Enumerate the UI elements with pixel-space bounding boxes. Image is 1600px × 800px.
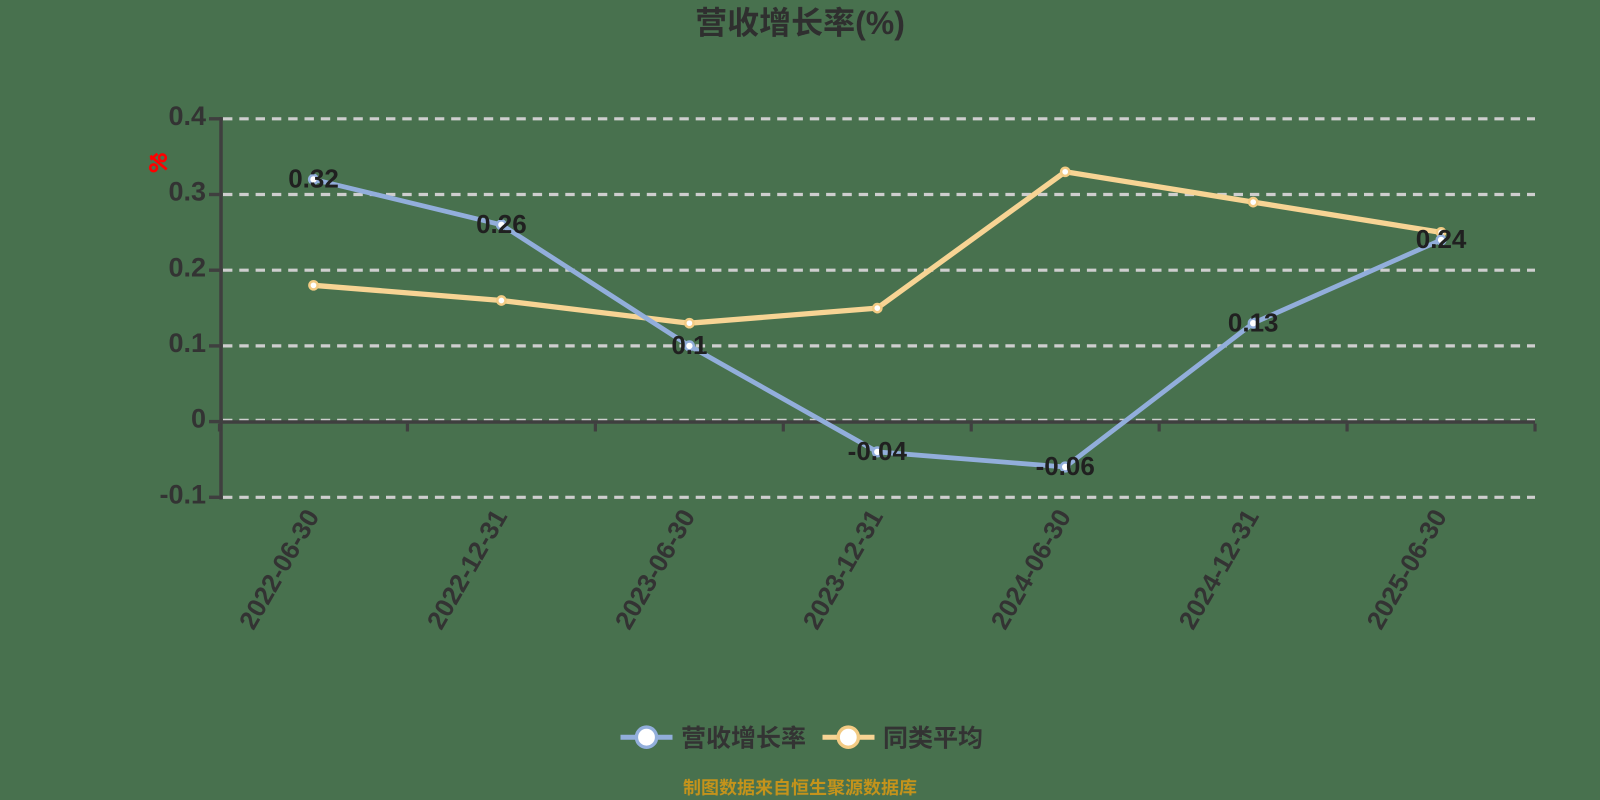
svg-text:0.26: 0.26 xyxy=(476,209,527,239)
svg-text:-0.06: -0.06 xyxy=(1036,451,1095,481)
svg-text:0.1: 0.1 xyxy=(671,330,707,360)
svg-text:0.13: 0.13 xyxy=(1228,307,1279,337)
svg-text:0.2: 0.2 xyxy=(168,252,206,282)
svg-text:0.32: 0.32 xyxy=(288,164,339,194)
svg-text:0.24: 0.24 xyxy=(1416,224,1467,254)
svg-text:0.4: 0.4 xyxy=(168,101,206,131)
svg-text:-0.04: -0.04 xyxy=(848,436,908,466)
svg-text:(%): (%) xyxy=(855,5,905,41)
svg-text:0.3: 0.3 xyxy=(168,177,206,207)
svg-text:0: 0 xyxy=(191,404,206,434)
svg-text:0.1: 0.1 xyxy=(168,328,206,358)
svg-text:-0.1: -0.1 xyxy=(159,479,206,509)
